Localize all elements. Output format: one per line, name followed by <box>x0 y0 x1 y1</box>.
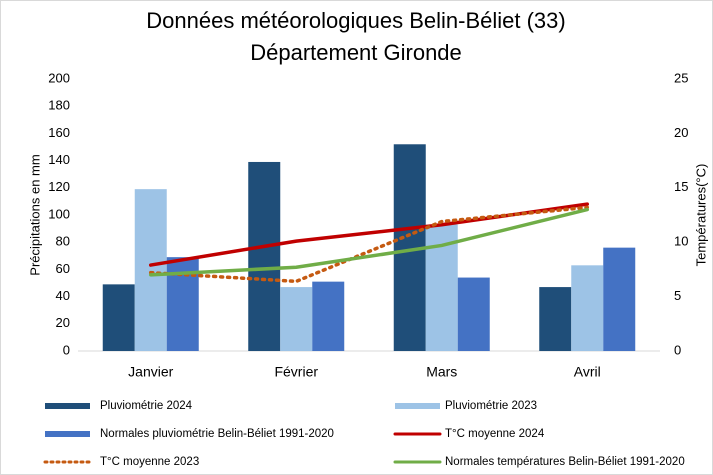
bar <box>539 287 572 351</box>
bar <box>102 284 135 351</box>
y-tick-label: 60 <box>56 261 70 276</box>
y2-tick-label: 5 <box>674 288 681 303</box>
bar <box>312 281 345 351</box>
y2-tick-label: 25 <box>674 70 688 85</box>
chart-subtitle: Département Gironde <box>250 40 462 65</box>
y2-tick-label: 10 <box>674 234 688 249</box>
x-tick-label: Février <box>274 364 318 380</box>
legend-swatch <box>45 403 90 409</box>
bar <box>134 189 167 351</box>
y-tick-label: 0 <box>63 342 70 357</box>
legend-label: Normales températures Belin-Béliet 1991-… <box>445 456 685 468</box>
bar <box>280 287 313 351</box>
y-tick-label: 200 <box>48 70 70 85</box>
line-series <box>149 202 589 267</box>
legend-label: T°C moyenne 2023 <box>100 456 199 468</box>
y-tick-label: 180 <box>48 98 70 113</box>
legend-label: Pluviométrie 2024 <box>100 400 193 412</box>
y2-axis-label: Températures(°C) <box>693 164 708 267</box>
legend-swatch <box>395 403 440 409</box>
bar <box>603 247 636 351</box>
y-tick-label: 100 <box>48 206 70 221</box>
y-tick-label: 140 <box>48 152 70 167</box>
y2-tick-label: 15 <box>674 179 688 194</box>
x-tick-label: Avril <box>574 364 601 380</box>
bar <box>248 161 281 351</box>
x-tick-label: Janvier <box>128 364 173 380</box>
line-series <box>149 205 589 284</box>
x-tick-label: Mars <box>426 364 457 380</box>
y-tick-label: 20 <box>56 315 70 330</box>
bar <box>457 277 490 351</box>
y-tick-label: 40 <box>56 288 70 303</box>
y-tick-label: 80 <box>56 234 70 249</box>
line-series <box>149 207 589 277</box>
legend-label: T°C moyenne 2024 <box>445 428 545 440</box>
legend-label: Pluviométrie 2023 <box>445 400 537 412</box>
y-axis-label: Précipitations en mm <box>27 154 42 275</box>
y-tick-label: 120 <box>48 179 70 194</box>
legend-swatch <box>45 431 90 437</box>
legend-label: Normales pluviométrie Belin-Béliet 1991-… <box>100 428 334 440</box>
y2-tick-label: 20 <box>674 125 688 140</box>
bar <box>571 265 604 351</box>
y2-tick-label: 0 <box>674 342 681 357</box>
y-tick-label: 160 <box>48 125 70 140</box>
chart-title: Données météorologiques Belin-Béliet (33… <box>146 8 565 33</box>
